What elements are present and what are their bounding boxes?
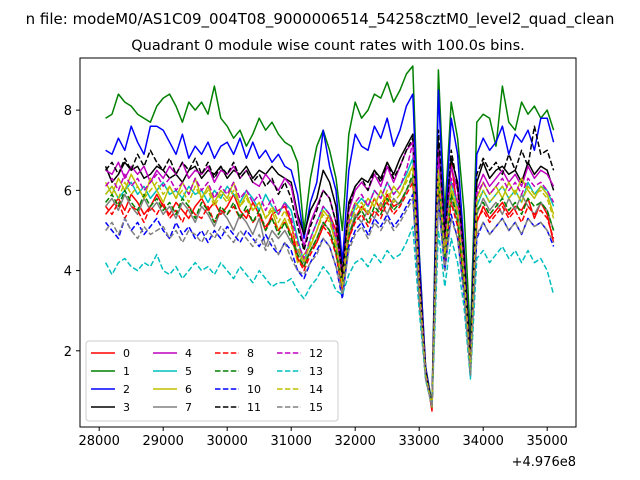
series-lines	[104, 65, 555, 412]
y-tick-label: 4	[64, 265, 72, 280]
legend-label-5: 5	[185, 365, 192, 378]
series-line-14	[105, 165, 555, 408]
legend-label-2: 2	[123, 383, 130, 396]
y-tick-label: 8	[64, 104, 72, 119]
y-tick-label: 6	[64, 184, 72, 199]
series-line-10	[105, 193, 555, 408]
legend-label-1: 1	[123, 365, 130, 378]
x-tick-label: 34000	[463, 434, 504, 449]
legend-label-15: 15	[309, 401, 323, 414]
legend-label-11: 11	[247, 401, 261, 414]
series-line-9	[105, 173, 555, 408]
legend-label-6: 6	[185, 383, 192, 396]
series-line-13	[104, 225, 555, 408]
x-tick-label: 31000	[271, 434, 312, 449]
x-tick-label: 28000	[79, 434, 120, 449]
legend-label-12: 12	[309, 347, 323, 360]
legend-label-3: 3	[123, 401, 130, 414]
series-line-5	[105, 157, 555, 408]
x-tick-label: 32000	[335, 434, 376, 449]
series-line-3	[104, 133, 555, 408]
x-tick-label: 33000	[399, 434, 440, 449]
series-line-11	[105, 125, 555, 408]
chart-title: Quadrant 0 module wise count rates with …	[131, 38, 525, 54]
x-offset-label: +4.976e8	[512, 455, 576, 470]
x-tick-label: 35000	[527, 434, 568, 449]
y-tick-label: 2	[64, 345, 72, 360]
x-tick-label: 30000	[207, 434, 248, 449]
suptitle: n file: modeM0/AS1C09_004T08_9000006514_…	[26, 10, 615, 29]
series-line-2	[105, 89, 555, 408]
series-line-15	[105, 197, 555, 408]
axis-ticks: 28000 29000 30000 31000 32000 33000 34000 35000…	[64, 104, 568, 449]
legend-label-4: 4	[185, 347, 192, 360]
series-line-1	[105, 65, 555, 404]
series-line-12	[105, 141, 555, 408]
legend-label-8: 8	[247, 347, 254, 360]
legend-label-0: 0	[123, 347, 130, 360]
legend-label-14: 14	[309, 383, 323, 396]
plot-area	[79, 57, 577, 428]
x-tick-label: 29000	[143, 434, 184, 449]
legend-label-7: 7	[185, 401, 192, 414]
legend-label-10: 10	[247, 383, 261, 396]
series-line-6	[104, 165, 555, 408]
series-line-8	[105, 181, 555, 408]
legend-box	[85, 340, 339, 422]
legend-label-9: 9	[247, 365, 254, 378]
legend-label-13: 13	[309, 365, 323, 378]
